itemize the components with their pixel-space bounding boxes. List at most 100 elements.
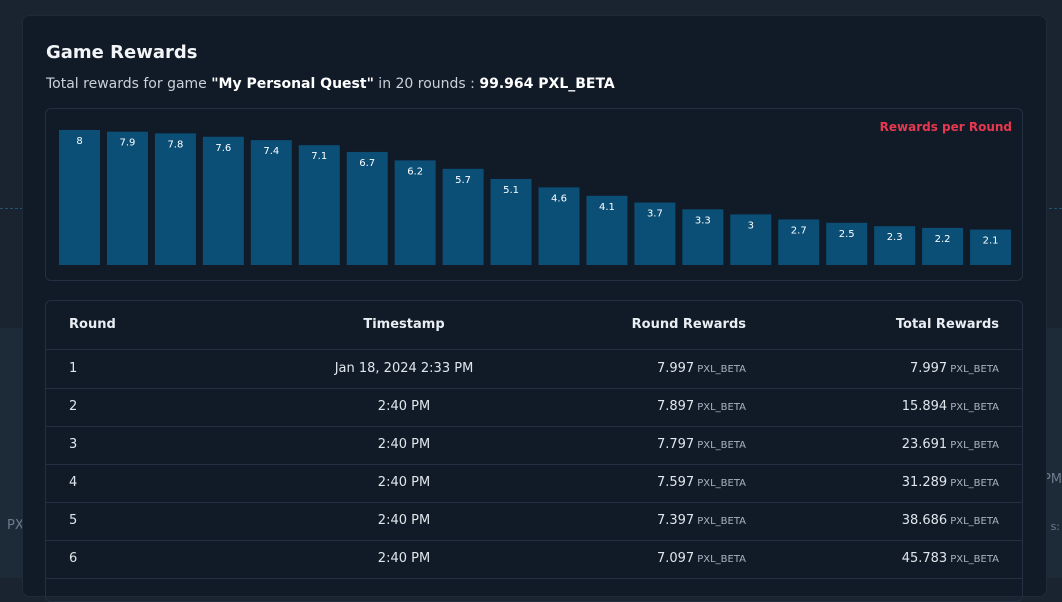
bar-label-round-16: 2.7 [791, 225, 807, 236]
round-rewards-value: 7.597 [656, 475, 695, 490]
total-rewards-summary: 99.964 PXL_BETA [479, 76, 615, 92]
bar-round-5[interactable] [250, 140, 292, 265]
unit-label: PXL_BETA [950, 402, 999, 413]
header-round-rewards: Round Rewards [631, 317, 746, 332]
bar-round-10[interactable] [490, 178, 532, 265]
cell-round: 5 [69, 513, 78, 528]
subtitle-middle: in 20 rounds : [373, 76, 480, 92]
cell-timestamp: 2:40 PM [377, 399, 431, 414]
unit-label: PXL_BETA [950, 478, 999, 489]
bar-label-round-3: 7.8 [167, 139, 183, 150]
cell-total-rewards: 45.783 PXL_BETA [902, 540, 999, 579]
bar-round-19[interactable] [922, 227, 964, 265]
round-rewards-value: 7.797 [656, 437, 695, 452]
cell-round: 4 [69, 475, 78, 490]
bar-label-round-19: 2.2 [935, 234, 951, 245]
bar-round-14[interactable] [682, 209, 724, 265]
bar-round-18[interactable] [874, 226, 916, 265]
total-rewards-value: 31.289 [901, 475, 948, 490]
bar-label-round-8: 6.2 [407, 166, 423, 177]
table-row: 2 2:40 PM 7.897 PXL_BETA 15.894 PXL_BETA [46, 388, 1022, 427]
bar-label-round-6: 7.1 [311, 151, 327, 162]
cell-total-rewards: 15.894 PXL_BETA [902, 388, 999, 427]
bar-round-11[interactable] [538, 187, 580, 265]
cell-round-rewards: 7.097 PXL_BETA [657, 540, 746, 579]
bar-label-round-5: 7.4 [263, 146, 279, 157]
bar-round-1[interactable] [59, 130, 100, 265]
bar-round-3[interactable] [154, 133, 196, 265]
table-row: 4 2:40 PM 7.597 PXL_BETA 31.289 PXL_BETA [46, 464, 1022, 503]
cell-total-rewards: 7.997 PXL_BETA [910, 350, 999, 389]
unit-label: PXL_BETA [950, 554, 999, 565]
cell-total-rewards: 31.289 PXL_BETA [902, 464, 999, 503]
round-rewards-value: 7.897 [656, 399, 695, 414]
round-rewards-value: 7.997 [656, 361, 695, 376]
total-rewards-value: 7.997 [909, 361, 948, 376]
cell-round: 1 [69, 361, 78, 376]
cell-timestamp: 2:40 PM [377, 551, 431, 566]
bar-label-round-18: 2.3 [887, 232, 903, 243]
round-rewards-value: 7.097 [656, 551, 695, 566]
bar-round-16[interactable] [778, 219, 820, 265]
bar-label-round-11: 4.6 [551, 193, 567, 204]
cell-total-rewards: 23.691 PXL_BETA [902, 426, 999, 465]
bar-label-round-20: 2.1 [983, 236, 999, 247]
unit-label: PXL_BETA [697, 402, 746, 413]
round-rewards-value: 7.397 [656, 513, 695, 528]
bar-label-round-2: 7.9 [119, 138, 135, 149]
bar-label-round-4: 7.6 [215, 143, 231, 154]
cell-timestamp: 2:40 PM [377, 475, 431, 490]
bar-label-round-9: 5.7 [455, 175, 471, 186]
rewards-table: Round Timestamp Round Rewards Total Rewa… [45, 300, 1023, 602]
cell-round: 2 [69, 399, 78, 414]
total-rewards-value: 45.783 [901, 551, 948, 566]
table-row: 5 2:40 PM 7.397 PXL_BETA 38.686 PXL_BETA [46, 502, 1022, 541]
bar-round-15[interactable] [730, 214, 772, 265]
bar-round-9[interactable] [442, 168, 484, 265]
bar-label-round-14: 3.3 [695, 215, 711, 226]
table-row: 6 2:40 PM 7.097 PXL_BETA 45.783 PXL_BETA [46, 540, 1022, 579]
cell-round-rewards: 7.597 PXL_BETA [657, 464, 746, 503]
unit-label: PXL_BETA [697, 478, 746, 489]
bar-round-20[interactable] [970, 229, 1012, 265]
game-rewards-modal: Game Rewards Total rewards for game "My … [22, 15, 1047, 602]
chart-legend[interactable]: Rewards per Round [879, 120, 1012, 134]
subtitle-prefix: Total rewards for game [46, 76, 212, 92]
header-total-rewards: Total Rewards [895, 317, 999, 332]
background-text-right-2: s: [1050, 520, 1060, 533]
unit-label: PXL_BETA [697, 440, 746, 451]
bar-label-round-15: 3 [748, 220, 754, 231]
bar-round-7[interactable] [346, 151, 388, 265]
bar-round-4[interactable] [202, 136, 244, 265]
bar-round-2[interactable] [106, 131, 148, 265]
cell-total-rewards: 38.686 PXL_BETA [902, 502, 999, 541]
table-row: 3 2:40 PM 7.797 PXL_BETA 23.691 PXL_BETA [46, 426, 1022, 465]
rewards-bar-chart: 8 7.9 7.8 7.6 7.4 7.1 6.7 6.2 5.7 5.1 4.6 4.1 3.7 3.3… [59, 130, 1012, 265]
bar-label-round-7: 6.7 [359, 158, 375, 169]
total-rewards-value: 15.894 [901, 399, 948, 414]
game-name: "My Personal Quest" [211, 76, 374, 92]
bar-label-round-13: 3.7 [647, 209, 663, 220]
cell-timestamp: 2:40 PM [377, 437, 431, 452]
bar-round-13[interactable] [634, 202, 676, 265]
total-rewards-value: 38.686 [901, 513, 948, 528]
header-round: Round [69, 317, 116, 332]
bar-round-12[interactable] [586, 195, 628, 265]
unit-label: PXL_BETA [950, 440, 999, 451]
bar-round-6[interactable] [298, 145, 340, 265]
unit-label: PXL_BETA [950, 516, 999, 527]
table-row: 1 Jan 18, 2024 2:33 PM 7.997 PXL_BETA 7.997 P… [46, 350, 1022, 389]
cell-round-rewards: 7.797 PXL_BETA [657, 426, 746, 465]
header-timestamp: Timestamp [363, 317, 445, 332]
bar-round-17[interactable] [826, 222, 868, 265]
bar-round-8[interactable] [394, 160, 436, 265]
bar-label-round-1: 8 [76, 136, 82, 147]
modal-title: Game Rewards [46, 42, 198, 63]
unit-label: PXL_BETA [697, 516, 746, 527]
cell-timestamp: 2:40 PM [377, 513, 431, 528]
cell-round: 3 [69, 437, 78, 452]
cell-round: 6 [69, 551, 78, 566]
bar-label-round-12: 4.1 [599, 202, 615, 213]
unit-label: PXL_BETA [697, 554, 746, 565]
cell-round-rewards: 7.997 PXL_BETA [657, 350, 746, 389]
